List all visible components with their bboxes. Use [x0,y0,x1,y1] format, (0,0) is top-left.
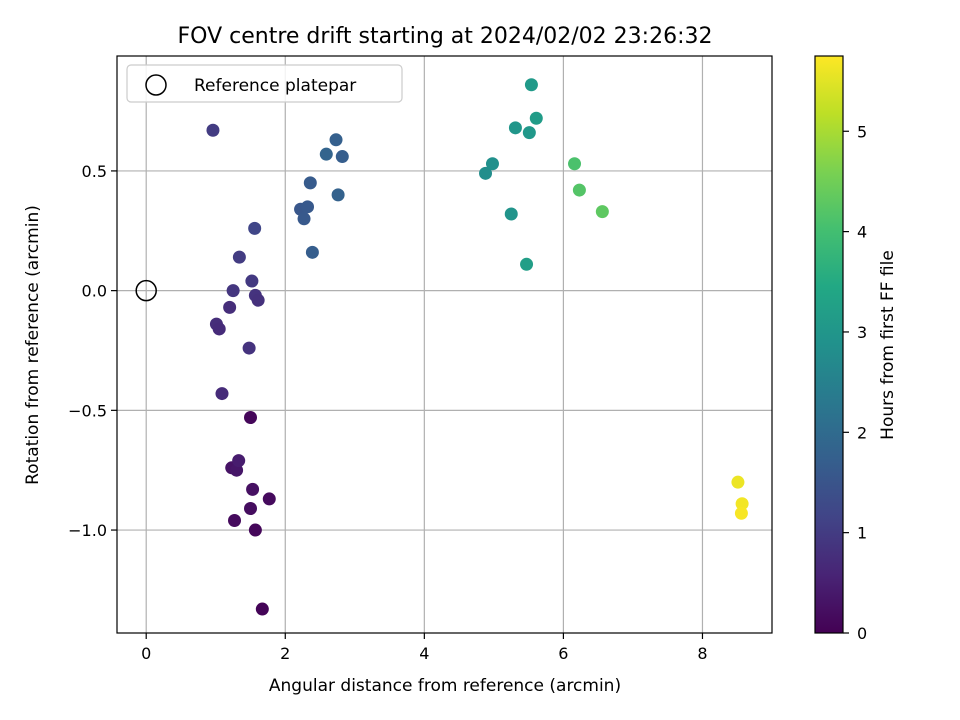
data-point [245,274,259,288]
data-point [248,523,262,537]
x-axis-label: Angular distance from reference (arcmin) [269,676,621,696]
data-point [226,284,240,298]
data-point [212,322,226,336]
x-tick-label: 2 [280,644,290,663]
data-point [331,188,345,202]
colorbar-tick-label: 1 [857,524,867,543]
data-point [529,111,543,125]
y-tick-label: 0.5 [82,162,107,181]
x-tick-label: 4 [419,644,429,663]
data-point [215,387,229,401]
data-point [206,123,220,137]
data-point [244,411,258,425]
data-point [479,166,493,180]
data-point [246,482,260,496]
y-axis-label: Rotation from reference (arcmin) [23,205,43,485]
y-tick-label: −0.5 [68,401,107,420]
data-point [242,341,256,355]
colorbar-tick-label: 4 [857,223,867,242]
plot-background [117,56,772,633]
data-point [232,454,246,468]
colorbar-tick-label: 0 [857,624,867,643]
colorbar-tick-label: 2 [857,423,867,442]
reference-point [135,279,157,302]
data-point [329,133,343,147]
x-tick-label: 0 [141,644,151,663]
data-point [734,506,748,520]
data-point [248,221,262,235]
y-tick-label: 0.0 [82,282,107,301]
colorbar-label: Hours from first FF file [878,250,898,440]
data-point [228,513,242,527]
colorbar: 0 1 2 3 4 5 [814,55,867,643]
data-point [262,492,276,506]
colorbar-gradient [814,55,844,634]
data-point [485,157,499,171]
data-point [251,293,265,307]
legend-marker [145,74,167,96]
data-point [301,200,315,214]
colorbar-tick-label: 5 [857,122,867,141]
axes-frame [116,55,773,634]
data-point [319,147,333,161]
data-point [232,250,246,264]
data-point [520,257,534,271]
data-point [255,602,269,616]
legend-box [126,64,403,103]
legend: Reference platepar [126,64,403,103]
y-tick-label: −1.0 [68,521,107,540]
data-point [522,126,536,140]
data-point [568,157,582,171]
data-point [504,207,518,221]
data-point [244,502,258,516]
data-point [572,183,586,197]
data-point [303,176,317,190]
data-point [731,475,745,489]
data-point [595,205,609,219]
data-point [508,121,522,135]
x-tick-label: 8 [697,644,707,663]
data-point [524,78,538,92]
data-point [297,212,311,226]
colorbar-tick-label: 3 [857,323,867,342]
plot-area: 0 2 4 6 8 −1.0 −0.5 0.0 0.5 [68,55,773,663]
chart-title: FOV centre drift starting at 2024/02/02 … [178,24,713,49]
data-point [735,497,749,511]
legend-label: Reference platepar [194,76,356,96]
x-tick-label: 6 [558,644,568,663]
data-point [223,300,237,314]
data-point [305,245,319,259]
data-point [335,150,349,164]
